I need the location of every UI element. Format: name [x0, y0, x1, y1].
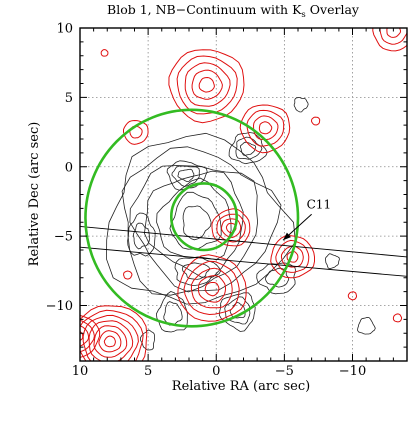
ks-contour — [252, 115, 279, 140]
nb-contour-clump — [228, 132, 268, 165]
ks-contour — [80, 320, 95, 353]
x-tick-labels: 10 5 0 −5 −10 — [72, 364, 366, 379]
nb-contour-clump — [177, 168, 195, 183]
y-tick-labels: 10 5 0 −5 −10 — [46, 22, 73, 315]
x-tick-label: −5 — [275, 364, 294, 379]
x-tick-label: −10 — [339, 364, 366, 379]
narrowband-contours — [106, 97, 376, 351]
chart-title-main: Blob 1, NB−Continuum with K — [107, 2, 302, 17]
c11-arrow-head — [283, 232, 291, 241]
nb-contour-clump — [155, 291, 188, 333]
ks-contour — [198, 76, 215, 93]
y-tick-label: −5 — [54, 230, 73, 245]
nb-contour-clump — [293, 97, 309, 113]
slit-lower — [80, 246, 407, 277]
ks-contour — [103, 335, 116, 348]
ks-contour — [386, 28, 402, 38]
nb-contour-level — [121, 146, 282, 296]
ks-contour — [310, 116, 321, 126]
circle-outer — [84, 108, 300, 328]
nb-contour-clump — [127, 212, 156, 257]
ks-contour — [80, 305, 148, 361]
nb-contour-clump — [229, 302, 246, 319]
ks-contour — [372, 28, 407, 52]
grid-lines — [80, 28, 407, 361]
nb-contour-level — [129, 165, 259, 293]
y-tick-label: −10 — [46, 299, 73, 314]
nb-contour-clump — [357, 316, 376, 335]
ks-contour — [191, 69, 223, 100]
ks-contour — [258, 121, 273, 135]
ks-contour — [80, 325, 89, 347]
aperture-circles — [84, 108, 300, 328]
nb-contour-level — [143, 170, 244, 278]
ks-contour — [98, 330, 122, 353]
nb-contour-clump — [224, 296, 251, 325]
ks-contour — [270, 235, 315, 279]
ks-contour — [392, 313, 403, 323]
x-tick-label: 0 — [212, 364, 220, 379]
ks-contour — [80, 309, 144, 361]
ks-contour — [80, 314, 101, 358]
nb-contour-clump — [171, 165, 200, 187]
ks-contour — [204, 282, 220, 297]
nb-contour-clump — [265, 267, 290, 288]
ks-contour — [286, 250, 299, 263]
x-tick-label: 10 — [72, 364, 89, 379]
ks-contour — [190, 267, 233, 309]
y-axis-label: Relative Dec (arc sec) — [27, 122, 42, 267]
ks-contour — [129, 125, 143, 139]
ks-contour — [197, 275, 227, 303]
axis-ticks — [79, 27, 408, 362]
circle-inner — [169, 182, 238, 252]
c11-label: C11 — [307, 197, 331, 211]
ks-contour — [82, 314, 139, 361]
ks-contour — [246, 109, 285, 147]
ks-contour — [176, 55, 238, 115]
nb-contour-clump — [166, 160, 208, 191]
y-tick-label: 10 — [56, 22, 73, 37]
ks-contour — [184, 62, 231, 107]
nb-contour-clump — [324, 253, 340, 270]
ks-contour — [123, 270, 133, 280]
slit-upper — [80, 225, 407, 258]
ks-contour — [211, 208, 251, 247]
nb-contour-clump — [240, 141, 257, 156]
ks-contour — [183, 260, 240, 316]
slit-lines — [80, 225, 407, 277]
ks-contour — [275, 239, 310, 273]
nb-contour-clump — [235, 136, 263, 160]
y-tick-label: 0 — [65, 160, 73, 175]
ks-contour — [100, 49, 109, 57]
ks-contour — [93, 325, 128, 358]
chart-title-tail: Overlay — [306, 2, 360, 17]
nb-contour-clump — [163, 301, 183, 326]
chart-title: Blob 1, NB−Continuum with Ks Overlay — [107, 2, 360, 20]
x-tick-label: 5 — [144, 364, 152, 379]
nb-contour-level — [182, 205, 212, 241]
nb-contour-clump — [133, 222, 151, 250]
chart-title-subscript: s — [301, 10, 305, 20]
ks-contour — [239, 104, 291, 154]
nb-contour-clump — [174, 256, 222, 287]
y-tick-label: 5 — [65, 91, 73, 106]
nb-contour-clump — [218, 292, 256, 332]
annotation: C11 — [282, 197, 331, 241]
nb-contour-clump — [139, 329, 155, 351]
x-axis-label: Relative RA (arc sec) — [172, 379, 310, 394]
ks-contour — [80, 330, 84, 341]
ks-contour — [347, 291, 357, 301]
ks-contour — [216, 213, 246, 243]
